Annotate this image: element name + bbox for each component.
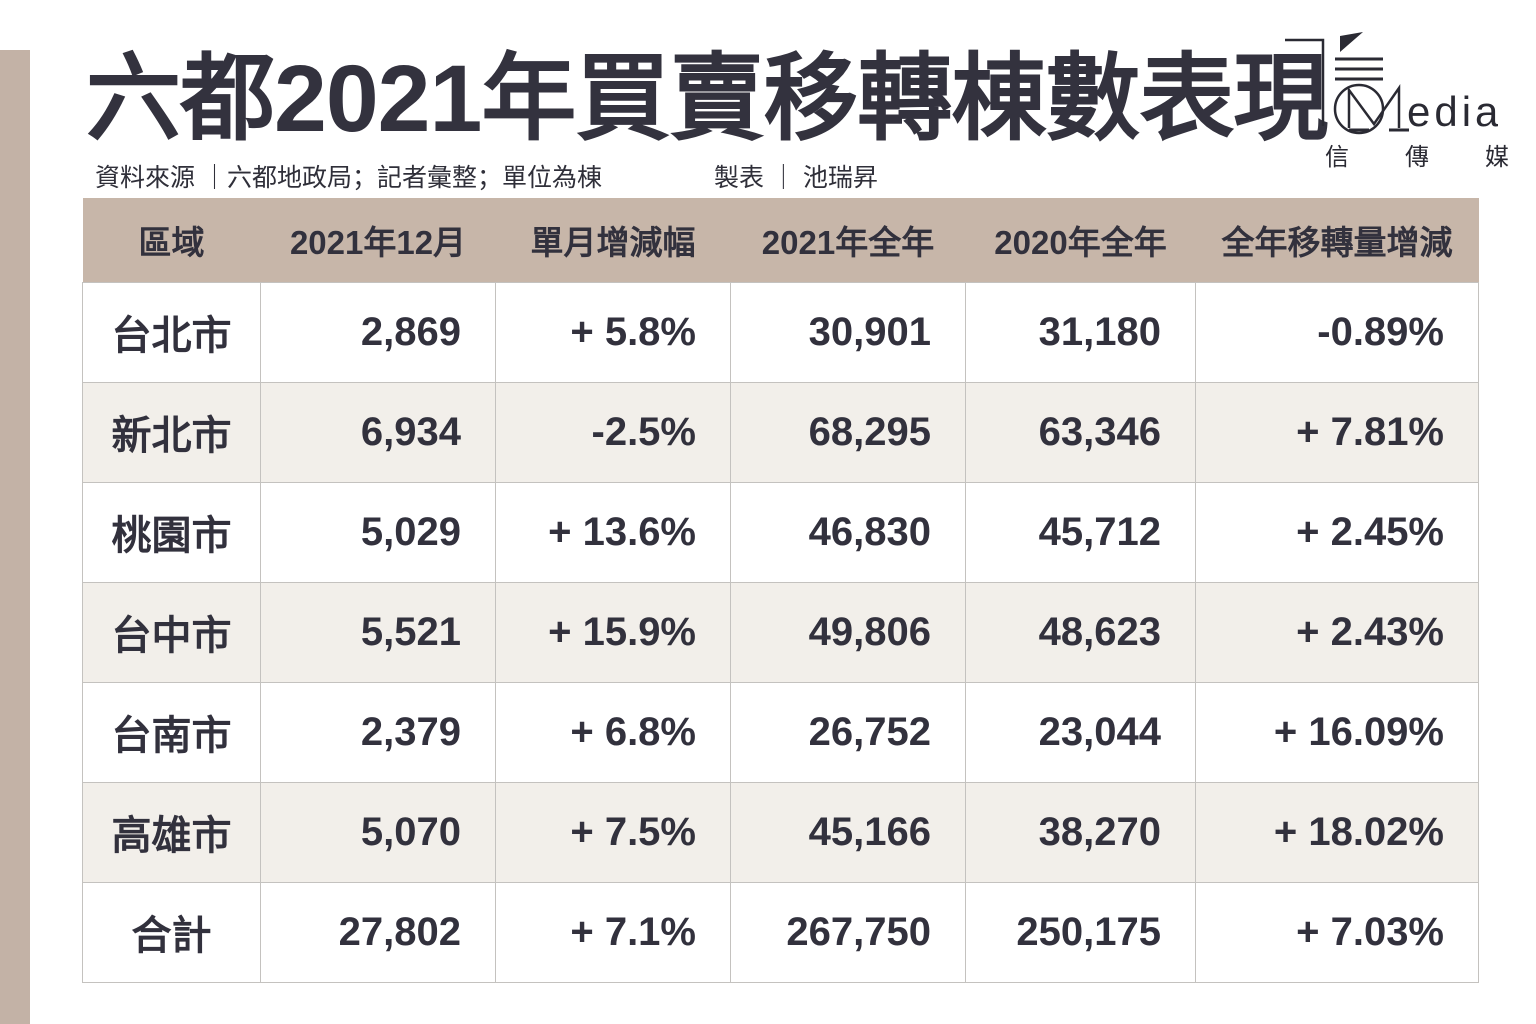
year-2020-cell: 48,623 bbox=[965, 581, 1196, 683]
yoy-change-cell: + 2.43% bbox=[1195, 581, 1479, 683]
mom-change-cell: + 5.8% bbox=[495, 281, 731, 383]
subtitle-row: 資料來源 ｜六都地政局；記者彙整；單位為棟 製表 ｜ 池瑞昇 bbox=[95, 158, 878, 194]
dec-2021-cell: 2,379 bbox=[260, 681, 496, 783]
dec-2021-cell: 2,869 bbox=[260, 281, 496, 383]
table-row-kaohsiung: 高雄市 5,070 + 7.5% 45,166 38,270 + 18.02% bbox=[82, 781, 1479, 883]
year-2021-cell: 49,806 bbox=[730, 581, 966, 683]
year-2021-cell: 68,295 bbox=[730, 381, 966, 483]
table-row-taichung: 台中市 5,521 + 15.9% 49,806 48,623 + 2.43% bbox=[82, 581, 1479, 683]
table-header-row: 區域 2021年12月 單月增減幅 2021年全年 2020年全年 全年移轉量增… bbox=[82, 198, 1479, 282]
yoy-change-cell: + 7.03% bbox=[1195, 881, 1479, 983]
mom-change-cell: + 6.8% bbox=[495, 681, 731, 783]
six-cities-transfer-table: 區域 2021年12月 單月增減幅 2021年全年 2020年全年 全年移轉量增… bbox=[82, 198, 1479, 983]
year-2021-cell: 26,752 bbox=[730, 681, 966, 783]
year-2021-cell: 46,830 bbox=[730, 481, 966, 583]
dec-2021-cell: 5,521 bbox=[260, 581, 496, 683]
column-header-year-2020: 2020年全年 bbox=[965, 198, 1196, 282]
year-2021-cell: 30,901 bbox=[730, 281, 966, 383]
mom-change-cell: + 7.5% bbox=[495, 781, 731, 883]
yoy-change-cell: + 2.45% bbox=[1195, 481, 1479, 583]
year-2021-cell: 45,166 bbox=[730, 781, 966, 883]
mom-change-cell: + 7.1% bbox=[495, 881, 731, 983]
column-header-dec-2021: 2021年12月 bbox=[260, 198, 496, 282]
column-header-mom-change: 單月增減幅 bbox=[495, 198, 731, 282]
region-cell: 新北市 bbox=[82, 381, 261, 483]
table-row-taipei: 台北市 2,869 + 5.8% 30,901 31,180 -0.89% bbox=[82, 281, 1479, 383]
region-cell: 台北市 bbox=[82, 281, 261, 383]
table-row-tainan: 台南市 2,379 + 6.8% 26,752 23,044 + 16.09% bbox=[82, 681, 1479, 783]
column-header-region: 區域 bbox=[82, 198, 261, 282]
year-2020-cell: 63,346 bbox=[965, 381, 1196, 483]
table-row-newtaipei: 新北市 6,934 -2.5% 68,295 63,346 + 7.81% bbox=[82, 381, 1479, 483]
mom-change-cell: + 15.9% bbox=[495, 581, 731, 683]
region-cell: 合計 bbox=[82, 881, 261, 983]
column-header-year-2021: 2021年全年 bbox=[730, 198, 966, 282]
dec-2021-cell: 5,029 bbox=[260, 481, 496, 583]
region-cell: 台中市 bbox=[82, 581, 261, 683]
cm-media-logo-icon: edia bbox=[1285, 32, 1498, 135]
yoy-change-cell: + 16.09% bbox=[1195, 681, 1479, 783]
dec-2021-cell: 5,070 bbox=[260, 781, 496, 883]
yoy-change-cell: + 18.02% bbox=[1195, 781, 1479, 883]
mom-change-cell: -2.5% bbox=[495, 381, 731, 483]
region-cell: 台南市 bbox=[82, 681, 261, 783]
table-row-total: 合計 27,802 + 7.1% 267,750 250,175 + 7.03% bbox=[82, 881, 1479, 983]
yoy-change-cell: + 7.81% bbox=[1195, 381, 1479, 483]
region-cell: 桃園市 bbox=[82, 481, 261, 583]
year-2020-cell: 31,180 bbox=[965, 281, 1196, 383]
year-2020-cell: 45,712 bbox=[965, 481, 1196, 583]
source-note: 資料來源 ｜六都地政局；記者彙整；單位為棟 bbox=[95, 164, 602, 192]
column-header-yoy-change: 全年移轉量增減 bbox=[1195, 198, 1479, 282]
year-2020-cell: 250,175 bbox=[965, 881, 1196, 983]
dec-2021-cell: 27,802 bbox=[260, 881, 496, 983]
region-cell: 高雄市 bbox=[82, 781, 261, 883]
credit-note: 製表 ｜ 池瑞昇 bbox=[713, 164, 878, 192]
logo-brand-zh: 信傳媒 bbox=[1325, 144, 1509, 171]
year-2021-cell: 267,750 bbox=[730, 881, 966, 983]
page-title: 六都2021年買賣移轉棟數表現 bbox=[86, 46, 1328, 152]
yoy-change-cell: -0.89% bbox=[1195, 281, 1479, 383]
brand-logo: edia 信傳媒 bbox=[1283, 30, 1509, 171]
logo-media-text: edia bbox=[1407, 88, 1498, 135]
left-accent-bar bbox=[0, 50, 30, 1024]
table-row-taoyuan: 桃園市 5,029 + 13.6% 46,830 45,712 + 2.45% bbox=[82, 481, 1479, 583]
year-2020-cell: 23,044 bbox=[965, 681, 1196, 783]
year-2020-cell: 38,270 bbox=[965, 781, 1196, 883]
mom-change-cell: + 13.6% bbox=[495, 481, 731, 583]
dec-2021-cell: 6,934 bbox=[260, 381, 496, 483]
